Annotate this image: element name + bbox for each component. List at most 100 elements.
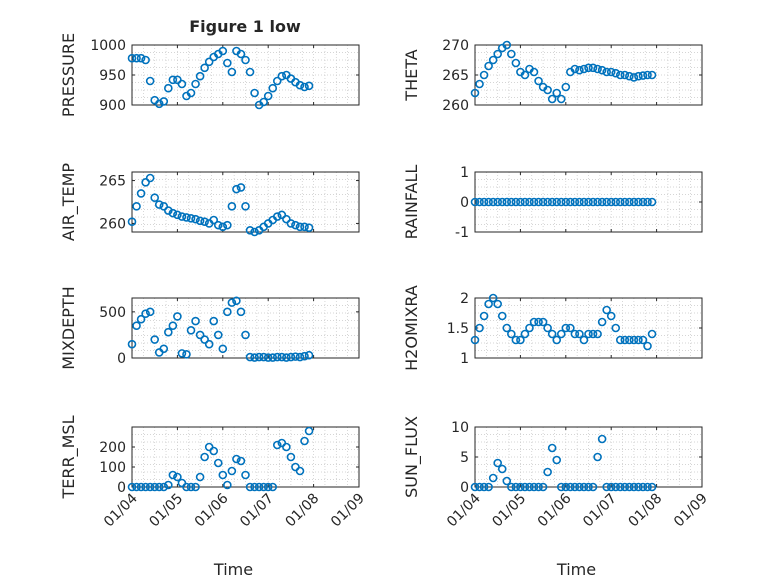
data-point <box>538 317 548 327</box>
data-point <box>141 482 150 492</box>
data-point <box>259 352 268 362</box>
data-point <box>286 219 296 228</box>
data-point <box>145 482 155 492</box>
data-point <box>611 68 621 78</box>
data-point <box>300 82 309 92</box>
data-point <box>195 330 205 340</box>
data-point <box>177 349 187 358</box>
y-tick-label: 2 <box>460 291 469 307</box>
data-point <box>277 210 287 220</box>
data-point <box>127 53 137 63</box>
data-point <box>502 40 512 50</box>
axes-box <box>131 171 360 233</box>
data-point <box>502 197 512 207</box>
data-point <box>286 352 296 362</box>
data-point <box>218 46 228 56</box>
data-point <box>470 482 480 492</box>
data-point <box>209 446 219 456</box>
data-point <box>547 329 557 339</box>
data-point <box>552 455 562 465</box>
data-point <box>245 67 255 77</box>
data-point <box>647 70 657 80</box>
data-point <box>534 482 543 492</box>
data-point <box>538 482 548 492</box>
data-point <box>272 440 282 450</box>
data-point <box>620 197 630 207</box>
data-point <box>643 482 652 492</box>
y-tick-label: 1 <box>460 351 469 367</box>
data-point <box>209 215 219 225</box>
data-point <box>638 482 648 492</box>
data-point <box>602 67 611 77</box>
data-point <box>204 57 214 67</box>
data-point <box>127 482 137 492</box>
data-point <box>127 339 137 349</box>
data-point <box>195 216 205 226</box>
data-point <box>511 58 521 68</box>
data-point <box>304 426 314 436</box>
axes-mixdepth: 0 500 MIXDEPTH <box>59 286 360 370</box>
data-point <box>561 323 571 333</box>
x-axis-label: Time <box>213 560 253 579</box>
data-point <box>593 64 602 74</box>
data-point <box>250 227 259 237</box>
data-point <box>634 71 643 81</box>
data-point <box>584 329 593 339</box>
data-point <box>629 197 639 207</box>
data-point <box>529 67 539 77</box>
y-axis-label: H2OMIXRA <box>402 285 421 371</box>
data-point <box>259 97 268 107</box>
data-point <box>227 466 237 476</box>
data-point <box>597 317 607 327</box>
data-point <box>173 75 182 85</box>
data-point <box>529 317 539 327</box>
data-point <box>300 351 309 361</box>
data-point <box>145 173 155 183</box>
data-point <box>647 197 657 207</box>
data-point <box>629 335 639 345</box>
y-tick-label: 0 <box>460 480 469 496</box>
data-point <box>479 482 489 492</box>
data-point <box>638 71 648 80</box>
data-point <box>272 212 282 221</box>
y-tick-label: 0 <box>117 351 126 367</box>
data-point <box>218 470 228 480</box>
data-point <box>154 200 164 209</box>
data-point <box>141 177 150 187</box>
data-point <box>304 350 314 360</box>
data-point <box>295 466 305 476</box>
data-point <box>534 197 543 207</box>
data-point <box>493 49 503 59</box>
data-point <box>145 307 155 317</box>
data-point <box>291 352 300 361</box>
data-point <box>282 442 291 452</box>
data-point <box>556 94 566 104</box>
data-point <box>615 482 625 492</box>
data-point <box>606 311 616 321</box>
data-point <box>507 197 516 207</box>
y-tick-label: 10 <box>451 420 469 436</box>
y-axis-label: AIR_TEMP <box>59 163 79 241</box>
data-point <box>177 79 187 89</box>
data-point <box>602 197 611 207</box>
y-tick-label: 0 <box>460 195 469 211</box>
data-point <box>245 225 255 235</box>
data-point <box>254 352 264 362</box>
data-point <box>584 482 593 492</box>
data-point <box>195 71 205 81</box>
data-point <box>538 197 548 207</box>
data-point <box>647 329 657 339</box>
data-point <box>570 64 580 74</box>
data-point <box>250 88 259 98</box>
data-point <box>638 197 648 207</box>
data-point <box>259 482 268 492</box>
data-point <box>479 70 489 80</box>
data-point <box>475 197 484 207</box>
axes-box <box>131 426 360 488</box>
data-point <box>282 214 291 224</box>
data-point <box>145 76 155 86</box>
data-point <box>154 99 164 109</box>
data-point <box>543 467 552 477</box>
y-tick-label: 950 <box>99 68 126 84</box>
data-point <box>516 482 525 492</box>
